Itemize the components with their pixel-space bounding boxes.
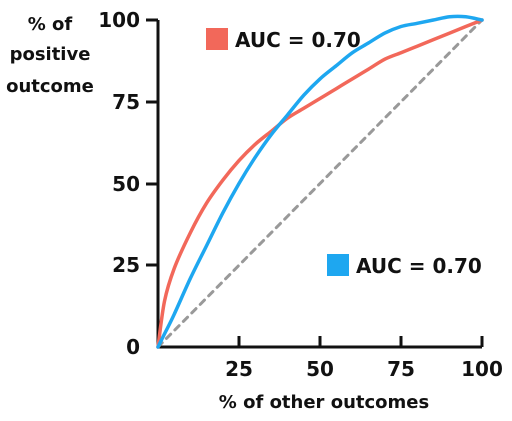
- series-blue-curve: [156, 14, 484, 349]
- x-tick-label-50: 50: [306, 357, 334, 381]
- x-tick-label-25: 25: [225, 357, 253, 381]
- legend-swatch-blue: [327, 254, 349, 276]
- y-tick-label-75: 75: [112, 90, 140, 114]
- x-ticks: 25 50 75 100: [225, 336, 503, 381]
- y-tick-label-0: 0: [126, 335, 140, 359]
- series-layer: [156, 14, 484, 349]
- y-axis-title-line-2: positive: [10, 44, 91, 65]
- y-axis-title-line-1: % of: [28, 14, 73, 35]
- y-tick-label-50: 50: [112, 172, 140, 196]
- x-tick-label-100: 100: [461, 357, 503, 381]
- x-axis-title: % of other outcomes: [219, 392, 429, 413]
- legend-label-red: AUC = 0.70: [235, 28, 361, 52]
- y-tick-label-25: 25: [112, 253, 140, 277]
- y-ticks: 100 75 50 25 0: [98, 8, 158, 359]
- legend-label-blue: AUC = 0.70: [356, 254, 482, 278]
- chance-diagonal: [156, 18, 484, 349]
- legend-swatch-red: [206, 28, 228, 50]
- y-axis-title-line-3: outcome: [6, 76, 94, 97]
- legend-blue: AUC = 0.70: [327, 254, 482, 278]
- y-tick-label-100: 100: [98, 8, 140, 32]
- legend-red: AUC = 0.70: [206, 28, 361, 52]
- x-tick-label-75: 75: [387, 357, 415, 381]
- series-red-curve: [156, 18, 484, 349]
